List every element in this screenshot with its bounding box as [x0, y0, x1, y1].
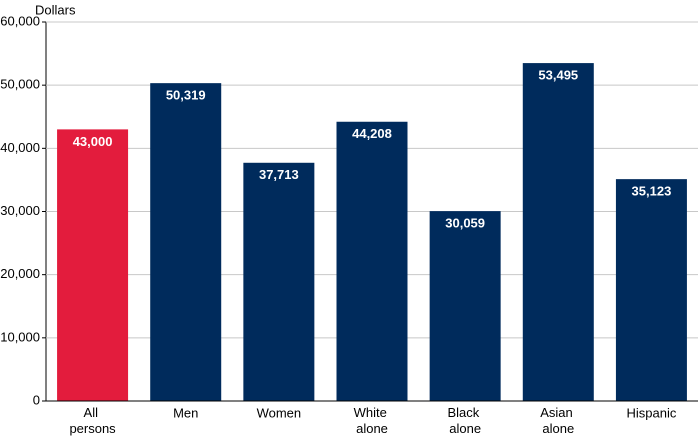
- value-label: 37,713: [259, 167, 299, 182]
- x-tick-label: Hispanic: [626, 405, 676, 420]
- x-tick-label: All persons: [69, 405, 116, 436]
- y-tick-label: 10,000: [0, 329, 40, 344]
- x-tick-label: Black alone: [447, 405, 482, 436]
- value-label: 35,123: [632, 184, 672, 199]
- y-tick-label: 0: [33, 392, 40, 407]
- y-tick-label: 30,000: [0, 203, 40, 218]
- value-label: 53,495: [538, 68, 578, 83]
- y-tick-label: 40,000: [0, 140, 40, 155]
- bar: [150, 83, 222, 402]
- y-tick-label: 50,000: [0, 77, 40, 92]
- y-axis-label: Dollars: [35, 2, 76, 17]
- bar: [615, 179, 687, 401]
- y-tick-label: 20,000: [0, 266, 40, 281]
- bar: [522, 63, 594, 402]
- bar: [243, 162, 315, 401]
- x-tick-label: Men: [173, 405, 198, 420]
- bar: [336, 121, 408, 401]
- value-label: 43,000: [73, 134, 113, 149]
- value-label: 44,208: [352, 126, 392, 141]
- bar: [429, 211, 501, 401]
- x-tick-label: White alone: [354, 405, 391, 436]
- x-tick-label: Women: [257, 405, 302, 420]
- x-tick-label: Asian alone: [540, 405, 576, 436]
- y-tick-label: 60,000: [0, 13, 40, 28]
- bar: [57, 129, 129, 401]
- value-label: 50,319: [166, 88, 206, 103]
- value-label: 30,059: [445, 216, 485, 231]
